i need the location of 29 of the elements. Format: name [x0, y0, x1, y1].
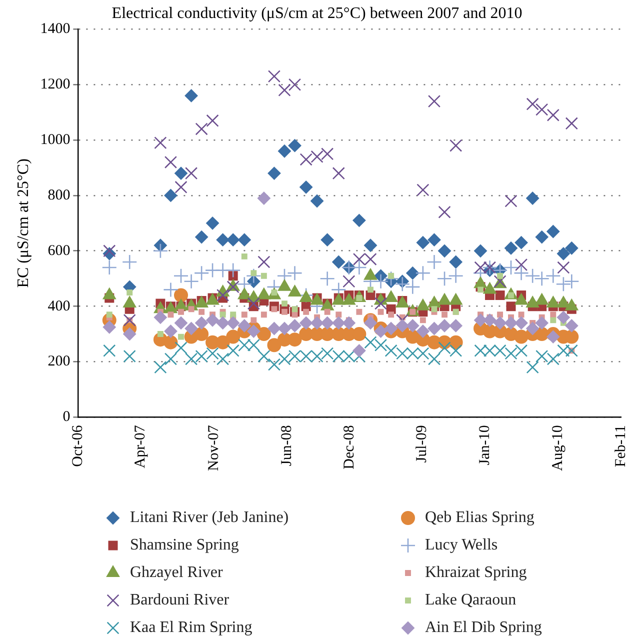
chart-title: Electrical conductivity (μS/cm at 25°C) between 2007 and 2010 — [112, 4, 522, 22]
x-tick-label: Jan-10 — [477, 425, 494, 466]
legend-label: Khraizat Spring — [425, 564, 527, 582]
x-tick-label: Jun-08 — [278, 425, 295, 466]
legend-label: Ghzayel River — [130, 564, 224, 582]
x-tick-label: Dec-08 — [342, 425, 358, 470]
x-tick-label: Nov-07 — [206, 424, 222, 471]
legend-label: Bardouni River — [130, 592, 230, 609]
y-tick-label: 400 — [48, 298, 70, 314]
legend-label: Lake Qaraoun — [425, 592, 516, 609]
y-tick-label: 0 — [62, 409, 70, 426]
x-tick-label: Feb-11 — [612, 425, 629, 468]
legend-label: Ain El Dib Spring — [425, 619, 542, 636]
legend-label: Litani River (Jeb Janine) — [130, 509, 289, 526]
legend-label: Shamsine Spring — [130, 536, 239, 554]
x-tick-label: Aug-10 — [550, 425, 566, 471]
y-tick-label: 800 — [48, 187, 70, 204]
y-tick-label: 200 — [48, 354, 70, 370]
legend-label: Lucy Wells — [425, 536, 498, 554]
y-tick-label: 600 — [48, 242, 70, 259]
y-tick-label: 1000 — [40, 132, 70, 148]
y-tick-label: 1200 — [40, 76, 70, 93]
y-tick-label: 1400 — [40, 21, 70, 38]
y-axis-title: EC (μS/cm at 25°C) — [14, 158, 32, 288]
legend-label: Qeb Elias Spring — [425, 509, 534, 526]
x-tick-label: Apr-07 — [132, 424, 149, 468]
legend-label: Kaa El Rim Spring — [130, 619, 252, 636]
x-tick-label: Jul-09 — [414, 425, 430, 463]
x-tick-label: Oct-06 — [70, 424, 86, 467]
